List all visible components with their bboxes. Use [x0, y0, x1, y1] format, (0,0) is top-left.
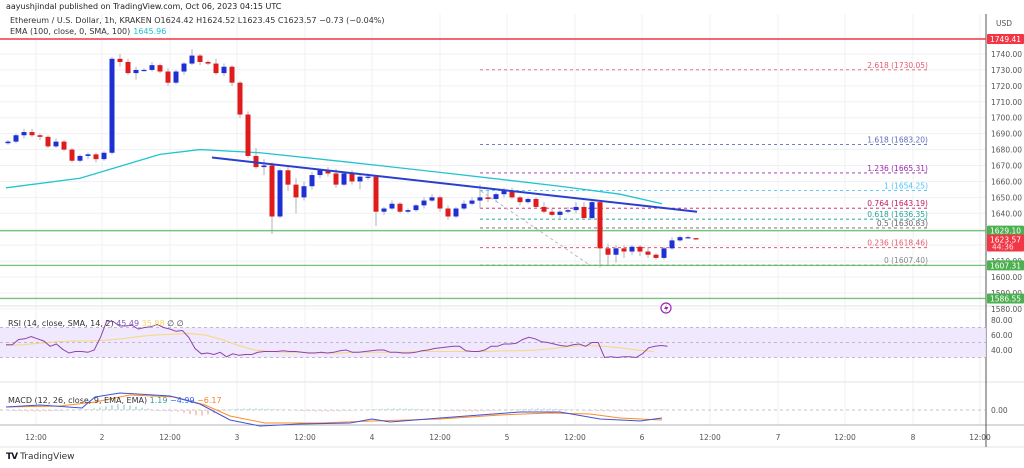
svg-text:0.764 (1643.19): 0.764 (1643.19)	[867, 199, 928, 208]
symbol-legend[interactable]: Ethereum / U.S. Dollar, 1h, KRAKEN O1624…	[10, 16, 385, 25]
svg-text:12:00: 12:00	[564, 433, 586, 442]
svg-text:1629.10: 1629.10	[990, 227, 1021, 236]
svg-text:5: 5	[505, 433, 510, 442]
svg-text:12:00: 12:00	[429, 433, 451, 442]
svg-text:1.236 (1665.31): 1.236 (1665.31)	[867, 164, 928, 173]
svg-text:80.00: 80.00	[991, 316, 1013, 325]
svg-text:1640.00: 1640.00	[991, 209, 1022, 218]
rsi-extra: ∅ ∅	[167, 319, 184, 328]
svg-text:12:00: 12:00	[969, 433, 991, 442]
horizontal-levels	[0, 38, 986, 300]
macd-label: MACD (12, 26, close, 9, EMA, EMA)	[8, 396, 148, 405]
svg-text:1670.00: 1670.00	[991, 162, 1022, 171]
svg-text:7: 7	[776, 433, 781, 442]
rsi-line	[5, 320, 668, 359]
rsi-value: 45.49	[116, 319, 140, 328]
svg-text:8: 8	[911, 433, 916, 442]
svg-text:3: 3	[235, 433, 240, 442]
macd-legend[interactable]: MACD (12, 26, close, 9, EMA, EMA) 1.19 −…	[8, 396, 222, 405]
svg-text:1650.00: 1650.00	[991, 193, 1022, 202]
rsi-sma-value: 35.88	[141, 319, 165, 328]
svg-text:1623.57: 1623.57	[990, 235, 1021, 244]
svg-text:1730.00: 1730.00	[991, 66, 1022, 75]
candles	[5, 49, 699, 268]
svg-text:1.618 (1683.20): 1.618 (1683.20)	[867, 135, 928, 144]
grid-lines	[0, 14, 1024, 448]
svg-text:12:00: 12:00	[25, 433, 47, 442]
lightning-icon[interactable]	[660, 302, 672, 314]
svg-text:1700.00: 1700.00	[991, 114, 1022, 123]
svg-text:1600.00: 1600.00	[991, 273, 1022, 282]
svg-text:0.618 (1636.35): 0.618 (1636.35)	[867, 210, 928, 219]
publish-info: aayushjindal published on TradingView.co…	[6, 2, 282, 11]
svg-text:12:00: 12:00	[294, 433, 316, 442]
svg-text:60.00: 60.00	[991, 331, 1013, 340]
macd-lines	[0, 392, 986, 427]
svg-text:1580.00: 1580.00	[991, 305, 1022, 314]
svg-text:2.618 (1730.05): 2.618 (1730.05)	[867, 61, 928, 70]
tradingview-logo-icon: TV	[6, 452, 18, 462]
svg-text:12:00: 12:00	[834, 433, 856, 442]
svg-text:1740.00: 1740.00	[991, 50, 1022, 59]
tradingview-brand[interactable]: TV TradingView	[6, 452, 75, 462]
rsi-label: RSI (14, close, SMA, 14, 2)	[8, 319, 114, 328]
svg-text:1720.00: 1720.00	[991, 82, 1022, 91]
macd-signal-value: −6.17	[197, 396, 222, 405]
symbol-ohlc: Ethereum / U.S. Dollar, 1h, KRAKEN O1624…	[10, 16, 385, 25]
svg-text:4: 4	[370, 433, 375, 442]
rsi-band	[0, 327, 986, 358]
svg-text:6: 6	[640, 433, 645, 442]
rsi-legend[interactable]: RSI (14, close, SMA, 14, 2) 45.49 35.88 …	[8, 319, 184, 328]
svg-text:0.236 (1618.46): 0.236 (1618.46)	[867, 239, 928, 248]
svg-text:1680.00: 1680.00	[991, 146, 1022, 155]
fib-levels: 2.618 (1730.05) 1.618 (1683.20) 1.236 (166…	[480, 61, 930, 266]
trend-line	[211, 156, 698, 213]
svg-text:12:00: 12:00	[699, 433, 721, 442]
macd-hist-value: 1.19	[149, 396, 168, 405]
svg-text:1607.31: 1607.31	[990, 261, 1021, 270]
svg-text:1660.00: 1660.00	[991, 177, 1022, 186]
brand-name: TradingView	[20, 452, 75, 462]
svg-text:1749.41: 1749.41	[990, 35, 1021, 44]
svg-text:1690.00: 1690.00	[991, 130, 1022, 139]
macd-value: −4.99	[170, 396, 195, 405]
svg-text:0.00: 0.00	[991, 406, 1008, 415]
svg-text:40.00: 40.00	[991, 346, 1013, 355]
svg-text:0.5 (1630.83): 0.5 (1630.83)	[877, 219, 928, 228]
ema-legend[interactable]: EMA (100, close, 0, SMA, 100) 1645.96	[10, 27, 166, 36]
svg-text:0 (1607.40): 0 (1607.40)	[884, 256, 928, 265]
svg-text:12:00: 12:00	[159, 433, 181, 442]
svg-text:USD: USD	[996, 19, 1012, 28]
ema-value: 1645.96	[133, 27, 167, 36]
svg-text:1710.00: 1710.00	[991, 98, 1022, 107]
svg-text:2: 2	[100, 433, 105, 442]
svg-text:44:36: 44:36	[992, 242, 1014, 251]
ema-line	[5, 148, 663, 205]
ema-label: EMA (100, close, 0, SMA, 100)	[10, 27, 131, 36]
svg-text:1 (1654.25): 1 (1654.25)	[884, 182, 928, 191]
svg-text:1586.55: 1586.55	[990, 294, 1021, 303]
